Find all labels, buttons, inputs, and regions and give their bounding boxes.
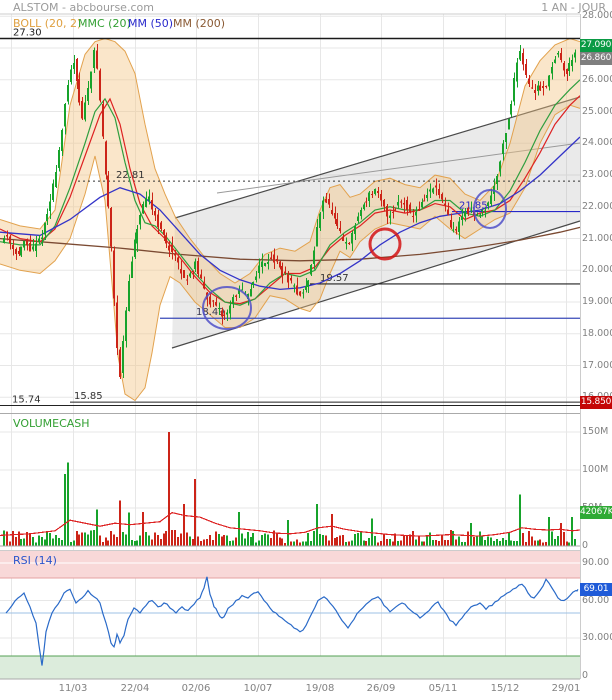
price-high-badge: 27.090: [580, 39, 612, 52]
price-axis-label: 25.000: [582, 105, 612, 117]
price-axis-label: 21.000: [582, 232, 612, 244]
panel-borders[interactable]: [0, 13, 581, 680]
date-axis-label: 10/07: [243, 683, 273, 694]
rsi-axis-label: 60.00: [582, 594, 610, 606]
date-axis-label: 22/04: [120, 683, 150, 694]
volume-panel[interactable]: [0, 432, 581, 546]
rsi-last-badge: 69.01: [580, 583, 612, 596]
blue-circle-low-18-49: [202, 286, 252, 330]
rsi-panel[interactable]: [0, 551, 580, 679]
price-axis-label: 20.000: [582, 264, 612, 276]
price-axis-label: 18.000: [582, 327, 612, 339]
grid[interactable]: [0, 14, 580, 679]
price-axis-label: 19.000: [582, 296, 612, 308]
level-label-15.74: 15.74: [12, 395, 41, 406]
price-axis-label: 22.000: [582, 200, 612, 212]
price-axis-label: 24.000: [582, 137, 612, 149]
rsi-axis-label: 0: [582, 669, 589, 681]
price-axis-label: 23.000: [582, 169, 612, 181]
indicator-legend: BOLL (20, 2) MMC (20) MM (50) MM (200): [0, 17, 580, 31]
volume-axis-label: 0: [582, 540, 589, 551]
level-label-27.30: 27.30: [13, 28, 42, 39]
blue-circle-21-85: [473, 189, 507, 229]
volume-panel-title: VOLUMECASH: [13, 417, 90, 430]
legend-mmc20[interactable]: MMC (20): [78, 17, 131, 30]
volume-last-badge: 42067K: [580, 506, 612, 519]
volume-axis-label: 150M: [582, 426, 609, 437]
date-axis-label: 15/12: [490, 683, 520, 694]
date-axis-label: 19/08: [305, 683, 335, 694]
legend-boll[interactable]: BOLL (20, 2): [13, 17, 82, 30]
rsi-axis-label: 90.00: [582, 557, 610, 568]
date-axis-label: 05/11: [428, 683, 458, 694]
level-label-15.85: 15.85: [74, 391, 103, 402]
level-label-19.57: 19.57: [320, 273, 349, 284]
date-axis-label: 26/09: [366, 683, 396, 694]
chart-period: 1 AN - JOUR: [541, 1, 606, 14]
date-axis-label: 11/03: [58, 683, 88, 694]
legend-mm200[interactable]: MM (200): [173, 17, 226, 30]
rsi-axis-label: 30.000: [582, 632, 612, 643]
red-circle-ma-cross: [368, 227, 402, 261]
price-axis-label: 26.000: [582, 73, 612, 85]
rsi-panel-title: RSI (14): [13, 554, 57, 567]
volume-axis-label: 100M: [582, 464, 609, 475]
price-axis-label: 17.000: [582, 359, 612, 371]
date-axis-label: 02/06: [181, 683, 211, 694]
level-label-22.81: 22.81: [116, 170, 145, 181]
price-last-badge: 26.860: [580, 52, 612, 65]
date-axis-label: 29/01: [551, 683, 581, 694]
level-label-18.49: 18.49: [196, 307, 225, 318]
price-low-badge: 15.850: [580, 396, 612, 409]
candlesticks[interactable]: [3, 44, 576, 379]
legend-mm50[interactable]: MM (50): [128, 17, 174, 30]
price-axis-label: 28.000: [582, 10, 612, 22]
chart-title: ALSTOM - abcbourse.com: [13, 1, 154, 14]
